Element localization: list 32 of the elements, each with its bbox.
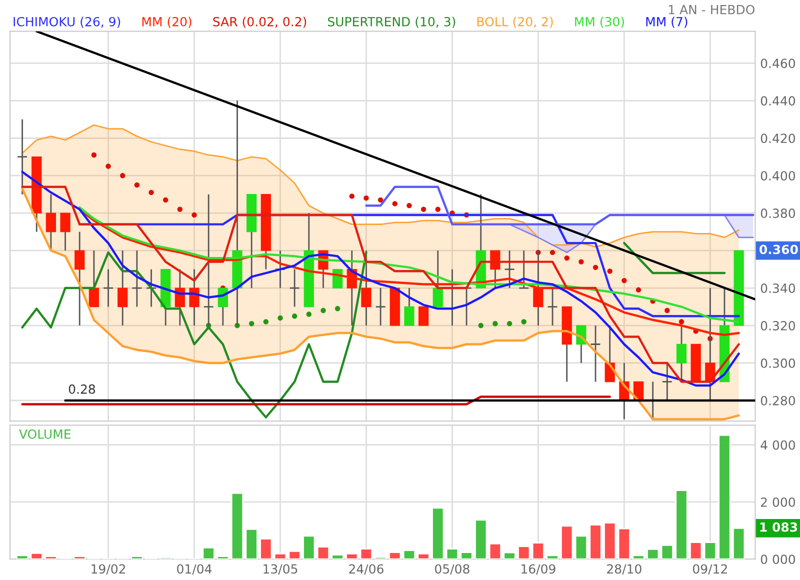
- text: MM (30): [575, 16, 624, 28]
- x-tick-label: 01/04: [177, 564, 212, 575]
- annotation: 1 083: [760, 522, 798, 532]
- y-tick-label: 0.440: [760, 96, 796, 106]
- annotation: 0.28: [68, 384, 96, 394]
- text: SAR (0.02, 0.2): [213, 16, 306, 28]
- text: BOLL (20, 2): [477, 16, 553, 28]
- x-tick-label: 05/08: [435, 564, 470, 575]
- y-tick-label: 4 000: [760, 440, 796, 450]
- y-tick-label: 0.380: [760, 208, 796, 218]
- text: MM (20): [142, 16, 192, 28]
- text: ICHIMOKU (26, 9): [14, 16, 120, 28]
- text: 1 AN - HEBDO: [668, 4, 754, 14]
- text: SUPERTREND (10, 3): [328, 16, 456, 28]
- x-tick-label: 09/12: [692, 564, 727, 575]
- annotation: 0.360: [760, 244, 798, 254]
- y-tick-label: 2 000: [760, 497, 796, 507]
- chart-title: VOLUME: [19, 429, 70, 439]
- y-tick-label: 0.280: [760, 396, 796, 406]
- x-tick-label: 24/06: [349, 564, 384, 575]
- y-tick-label: 0.420: [760, 134, 796, 144]
- y-tick-label: 0.400: [760, 171, 796, 181]
- x-tick-label: 28/10: [607, 564, 642, 575]
- y-tick-label: 0.320: [760, 320, 796, 330]
- x-tick-label: 13/05: [264, 564, 298, 575]
- y-tick-label: 0 000: [760, 554, 796, 564]
- y-tick-label: 0.340: [760, 284, 796, 293]
- x-tick-label: 16/09: [522, 564, 556, 575]
- y-tick-label: 0.300: [760, 358, 796, 368]
- x-tick-label: 19/02: [92, 564, 126, 575]
- y-tick-label: 0.460: [760, 58, 796, 68]
- text: MM (7): [646, 16, 688, 28]
